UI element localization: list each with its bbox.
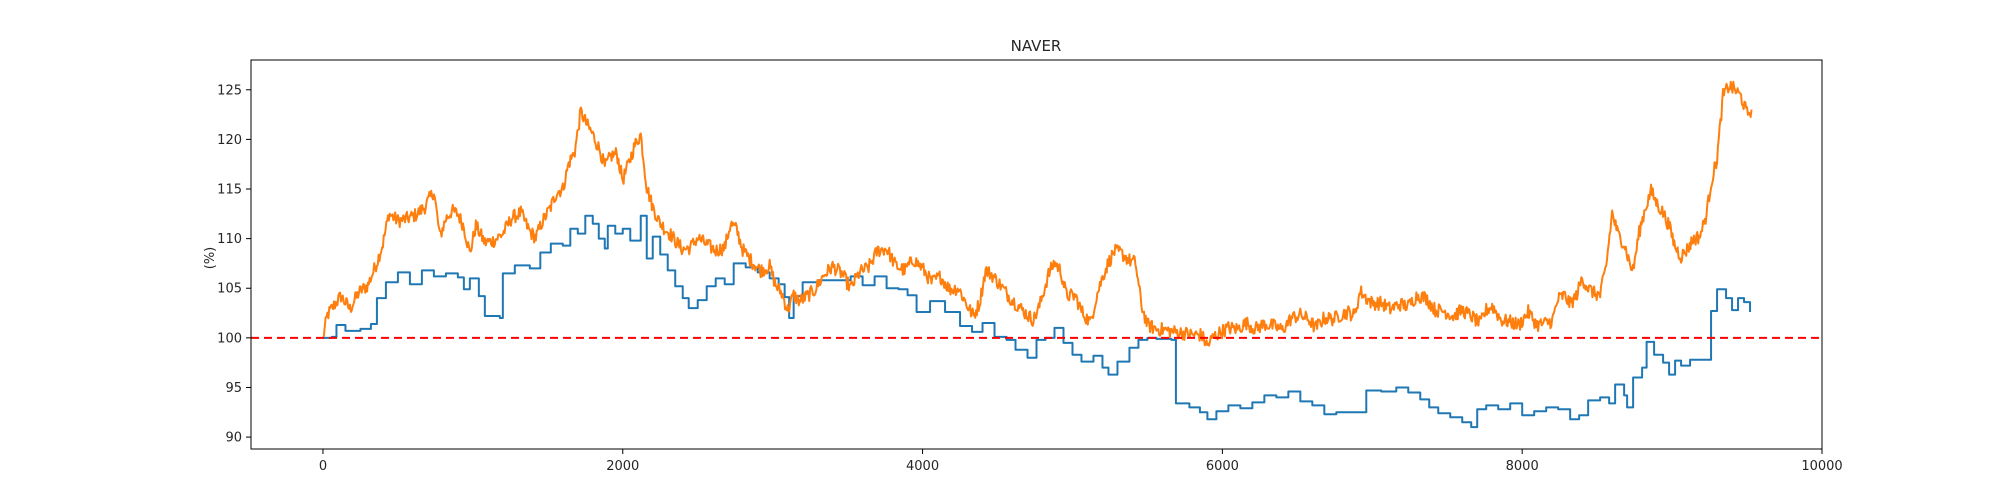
y-axis: 90 95 100 105 110 115 120 125 xyxy=(217,83,251,446)
x-axis: 0 2000 4000 6000 8000 10000 xyxy=(319,449,1843,474)
x-tick-label: 4000 xyxy=(906,459,939,474)
y-tick-label: 110 xyxy=(217,232,242,247)
x-tick-label: 0 xyxy=(319,459,327,474)
y-tick-label: 105 xyxy=(217,282,242,297)
y-tick-label: 90 xyxy=(225,431,242,446)
y-tick-label: 125 xyxy=(217,83,242,98)
chart-title: NAVER xyxy=(1011,37,1062,55)
y-tick-label: 120 xyxy=(217,133,242,148)
y-tick-label: 115 xyxy=(217,183,242,198)
y-tick-label: 95 xyxy=(225,381,242,396)
x-tick-label: 8000 xyxy=(1506,459,1539,474)
series-line-2 xyxy=(322,80,1753,347)
x-tick-label: 6000 xyxy=(1206,459,1239,474)
y-axis-label: (%) xyxy=(203,247,218,270)
x-tick-label: 2000 xyxy=(606,459,639,474)
series-layer xyxy=(322,80,1753,429)
plot-frame xyxy=(250,59,1823,450)
y-tick-label: 100 xyxy=(217,331,242,346)
x-tick-label: 10000 xyxy=(1801,459,1842,474)
series-line-1 xyxy=(322,214,1752,429)
